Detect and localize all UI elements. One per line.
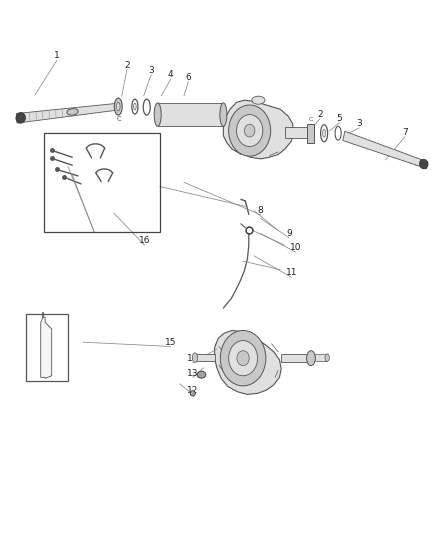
Ellipse shape [67,109,78,115]
Ellipse shape [154,103,161,126]
Ellipse shape [325,354,329,361]
Text: 12: 12 [187,386,198,394]
Ellipse shape [252,96,265,104]
Text: 11: 11 [286,269,297,277]
Ellipse shape [307,351,315,366]
Ellipse shape [117,102,120,111]
Text: 14: 14 [187,354,198,362]
Ellipse shape [16,112,25,123]
Text: 3: 3 [356,119,362,128]
Circle shape [220,330,266,386]
Polygon shape [215,330,281,394]
Text: 10: 10 [290,244,301,252]
Bar [44,133,160,232]
Ellipse shape [322,130,326,137]
Bar [285,127,311,138]
Text: 3: 3 [148,66,154,75]
Polygon shape [343,131,428,168]
Circle shape [244,124,255,137]
Text: 6: 6 [185,73,191,82]
Circle shape [237,115,263,147]
Text: V: V [44,347,50,356]
Text: 4: 4 [168,70,173,79]
Text: T: T [44,336,50,345]
Text: 2: 2 [317,110,322,119]
Ellipse shape [134,103,136,110]
Text: 16: 16 [139,237,150,245]
Circle shape [229,341,258,376]
Circle shape [229,105,271,156]
Polygon shape [16,103,119,123]
Text: 13: 13 [187,369,198,377]
Circle shape [237,351,249,366]
Text: R: R [44,326,50,335]
Bar [307,124,314,143]
Polygon shape [223,100,293,159]
Text: 7: 7 [402,128,408,136]
Text: 9: 9 [286,229,292,238]
Bar [281,354,307,362]
Text: C: C [117,116,121,122]
Bar [158,103,223,126]
Polygon shape [41,317,52,378]
Text: 8: 8 [258,206,264,215]
Text: 2: 2 [124,61,130,69]
Ellipse shape [114,98,122,115]
Text: 5: 5 [336,114,343,123]
Ellipse shape [197,372,206,378]
Ellipse shape [419,159,428,169]
Text: 15: 15 [165,338,177,346]
Bar [314,354,327,361]
Ellipse shape [192,353,198,362]
Bar [26,314,68,381]
Ellipse shape [308,127,314,138]
Bar [195,354,215,361]
Text: 1: 1 [54,52,60,60]
Ellipse shape [190,391,195,396]
Text: C: C [309,117,313,122]
Ellipse shape [220,103,227,126]
